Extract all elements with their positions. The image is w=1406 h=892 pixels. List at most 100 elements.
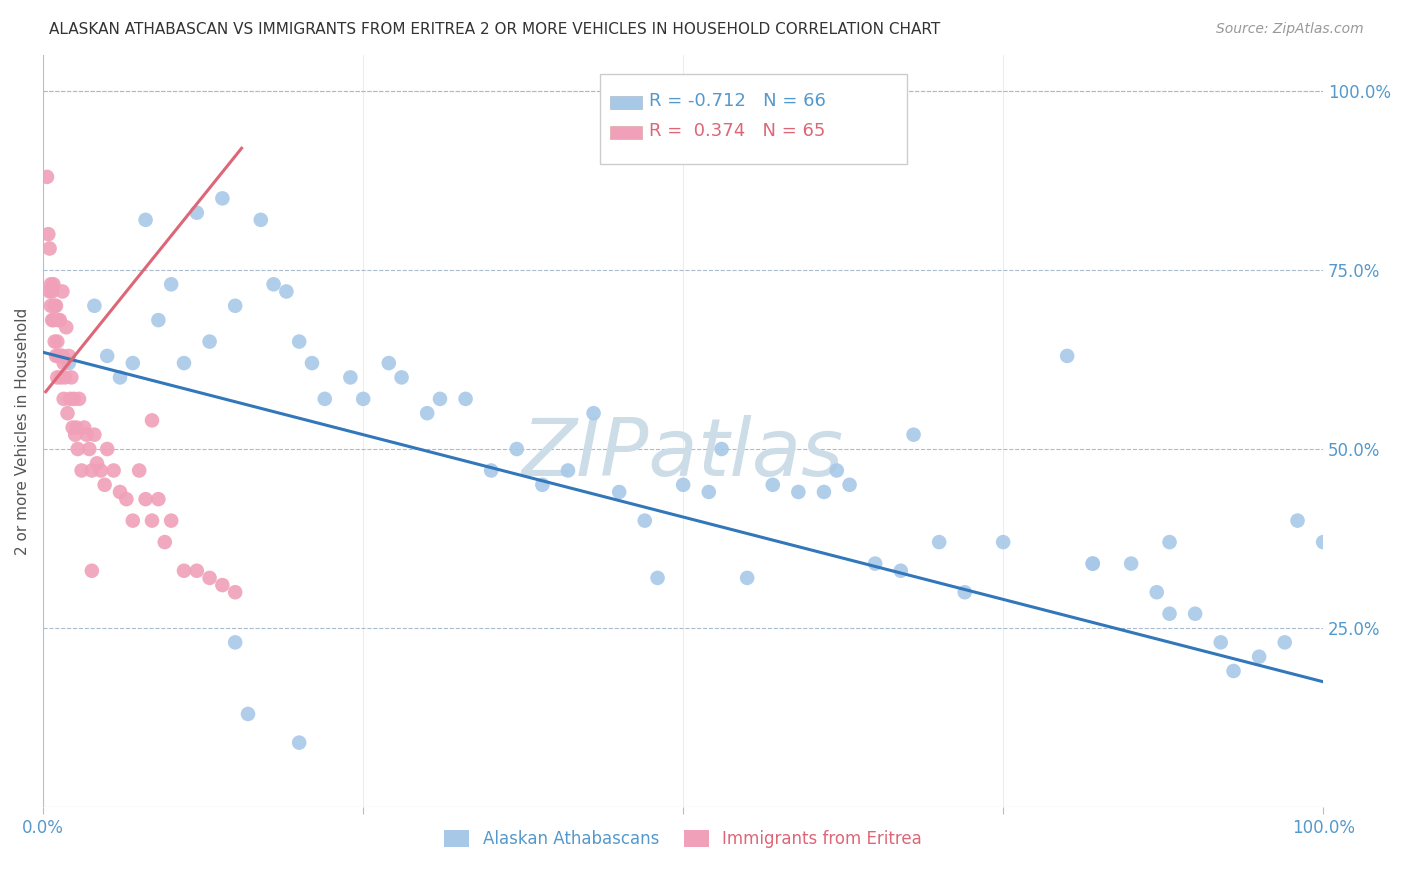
- Text: R = -0.712   N = 66: R = -0.712 N = 66: [648, 92, 825, 110]
- Point: [1312, 535, 1334, 549]
- Point: [96, 442, 118, 456]
- Point: [391, 370, 413, 384]
- Point: [953, 585, 976, 599]
- Point: [198, 571, 221, 585]
- Point: [224, 585, 246, 599]
- Point: [53, 370, 76, 384]
- Point: [838, 478, 860, 492]
- Point: [44, 299, 66, 313]
- Point: [249, 212, 271, 227]
- Point: [52, 392, 75, 406]
- Point: [67, 392, 90, 406]
- Point: [1286, 514, 1309, 528]
- Point: [454, 392, 477, 406]
- Point: [58, 349, 80, 363]
- Point: [80, 564, 103, 578]
- Point: [762, 478, 785, 492]
- Point: [928, 535, 950, 549]
- Point: [63, 392, 86, 406]
- Point: [1249, 649, 1271, 664]
- Point: [416, 406, 439, 420]
- Point: [198, 334, 221, 349]
- Point: [135, 492, 157, 507]
- Point: [378, 356, 401, 370]
- Point: [48, 349, 70, 363]
- Point: [55, 320, 77, 334]
- Point: [58, 356, 80, 370]
- Point: [813, 485, 835, 500]
- Point: [108, 370, 131, 384]
- Point: [70, 463, 93, 477]
- Point: [49, 313, 72, 327]
- Point: [352, 392, 374, 406]
- Point: [45, 349, 67, 363]
- Point: [148, 492, 170, 507]
- Point: [45, 299, 67, 313]
- Point: [173, 564, 195, 578]
- Point: [557, 463, 579, 477]
- Point: [211, 191, 233, 205]
- Point: [582, 406, 605, 420]
- Point: [121, 356, 143, 370]
- Point: [41, 285, 63, 299]
- Point: [672, 478, 695, 492]
- Point: [83, 427, 105, 442]
- Point: [93, 478, 115, 492]
- Point: [49, 370, 72, 384]
- Point: [121, 514, 143, 528]
- Point: [429, 392, 451, 406]
- Point: [1121, 557, 1143, 571]
- Text: ZIPatlas: ZIPatlas: [522, 415, 844, 492]
- Point: [863, 557, 886, 571]
- Point: [1081, 557, 1104, 571]
- Point: [276, 285, 298, 299]
- Point: [991, 535, 1014, 549]
- Point: [59, 392, 82, 406]
- Point: [44, 334, 66, 349]
- Point: [186, 564, 208, 578]
- Point: [51, 285, 73, 299]
- Point: [103, 463, 125, 477]
- Point: [76, 427, 98, 442]
- Point: [115, 492, 138, 507]
- Point: [890, 564, 912, 578]
- Point: [135, 212, 157, 227]
- Point: [46, 370, 69, 384]
- Point: [1159, 607, 1181, 621]
- Point: [825, 463, 848, 477]
- Point: [506, 442, 529, 456]
- Point: [62, 420, 84, 434]
- Point: [288, 736, 311, 750]
- Point: [42, 277, 65, 292]
- Point: [160, 514, 183, 528]
- Point: [35, 169, 58, 184]
- Point: [39, 277, 62, 292]
- Point: [1159, 535, 1181, 549]
- FancyBboxPatch shape: [610, 126, 643, 139]
- Point: [38, 285, 60, 299]
- Point: [288, 334, 311, 349]
- FancyBboxPatch shape: [600, 74, 907, 164]
- Y-axis label: 2 or more Vehicles in Household: 2 or more Vehicles in Household: [15, 308, 30, 555]
- Point: [141, 413, 163, 427]
- Point: [301, 356, 323, 370]
- Point: [38, 242, 60, 256]
- Point: [710, 442, 733, 456]
- FancyBboxPatch shape: [610, 95, 643, 110]
- Point: [60, 370, 83, 384]
- Point: [186, 205, 208, 219]
- Point: [153, 535, 176, 549]
- Point: [531, 478, 554, 492]
- Point: [51, 349, 73, 363]
- Text: R =  0.374   N = 65: R = 0.374 N = 65: [648, 122, 825, 140]
- Point: [66, 442, 89, 456]
- Point: [65, 420, 87, 434]
- Point: [148, 313, 170, 327]
- Point: [1274, 635, 1296, 649]
- Point: [108, 485, 131, 500]
- Point: [77, 442, 100, 456]
- Point: [173, 356, 195, 370]
- Point: [141, 514, 163, 528]
- Point: [63, 427, 86, 442]
- Point: [128, 463, 150, 477]
